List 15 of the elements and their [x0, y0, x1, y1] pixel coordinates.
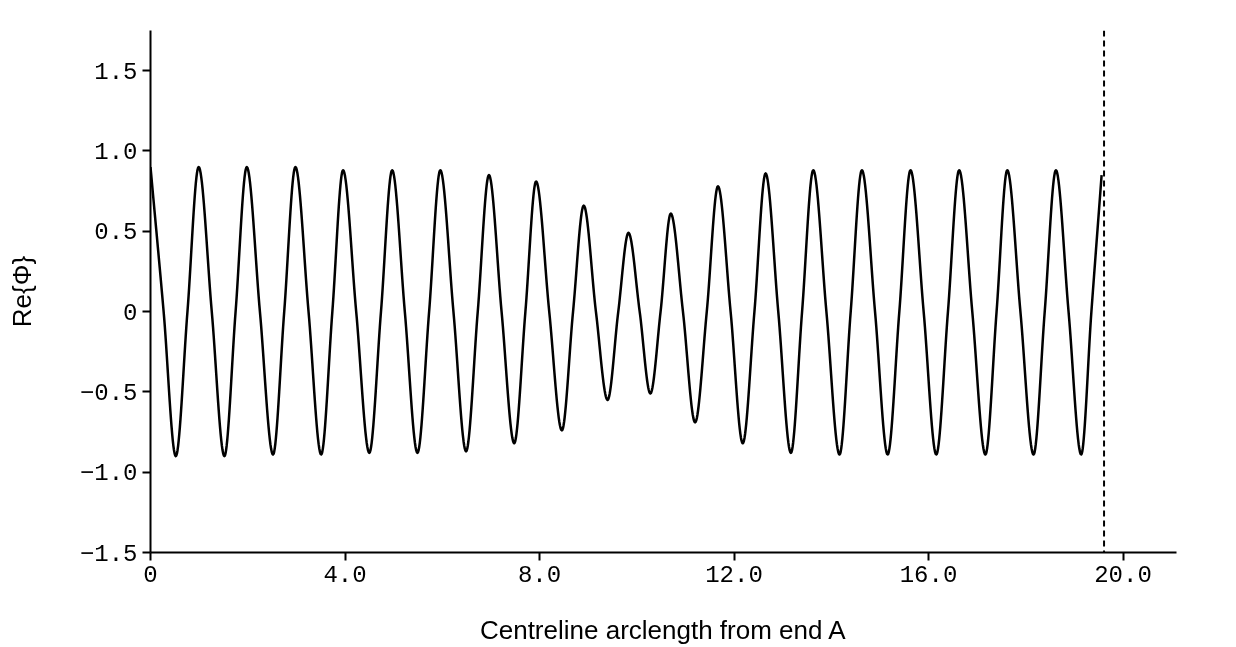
x-tick-label: 20.0 [1094, 561, 1152, 589]
y-tick-label: −0.5 [79, 379, 138, 407]
y-tick-label: 0.5 [94, 219, 138, 247]
y-tick-label: 0 [123, 299, 138, 327]
x-tick-label: 4.0 [323, 561, 367, 589]
x-tick-label: 8.0 [517, 561, 562, 589]
x-tick-label: 0 [143, 561, 158, 589]
y-tick-label: −1.0 [79, 460, 138, 488]
x-axis-title: Centreline arclength from end A [479, 614, 847, 645]
y-axis-title: Re{Φ} [6, 255, 37, 328]
x-tick-label: 16.0 [899, 561, 958, 589]
y-tick-label: −1.5 [79, 540, 138, 568]
x-tick-label: 12.0 [705, 561, 763, 589]
y-tick-label: 1.5 [94, 58, 138, 86]
y-tick-label: 1.0 [94, 138, 138, 166]
